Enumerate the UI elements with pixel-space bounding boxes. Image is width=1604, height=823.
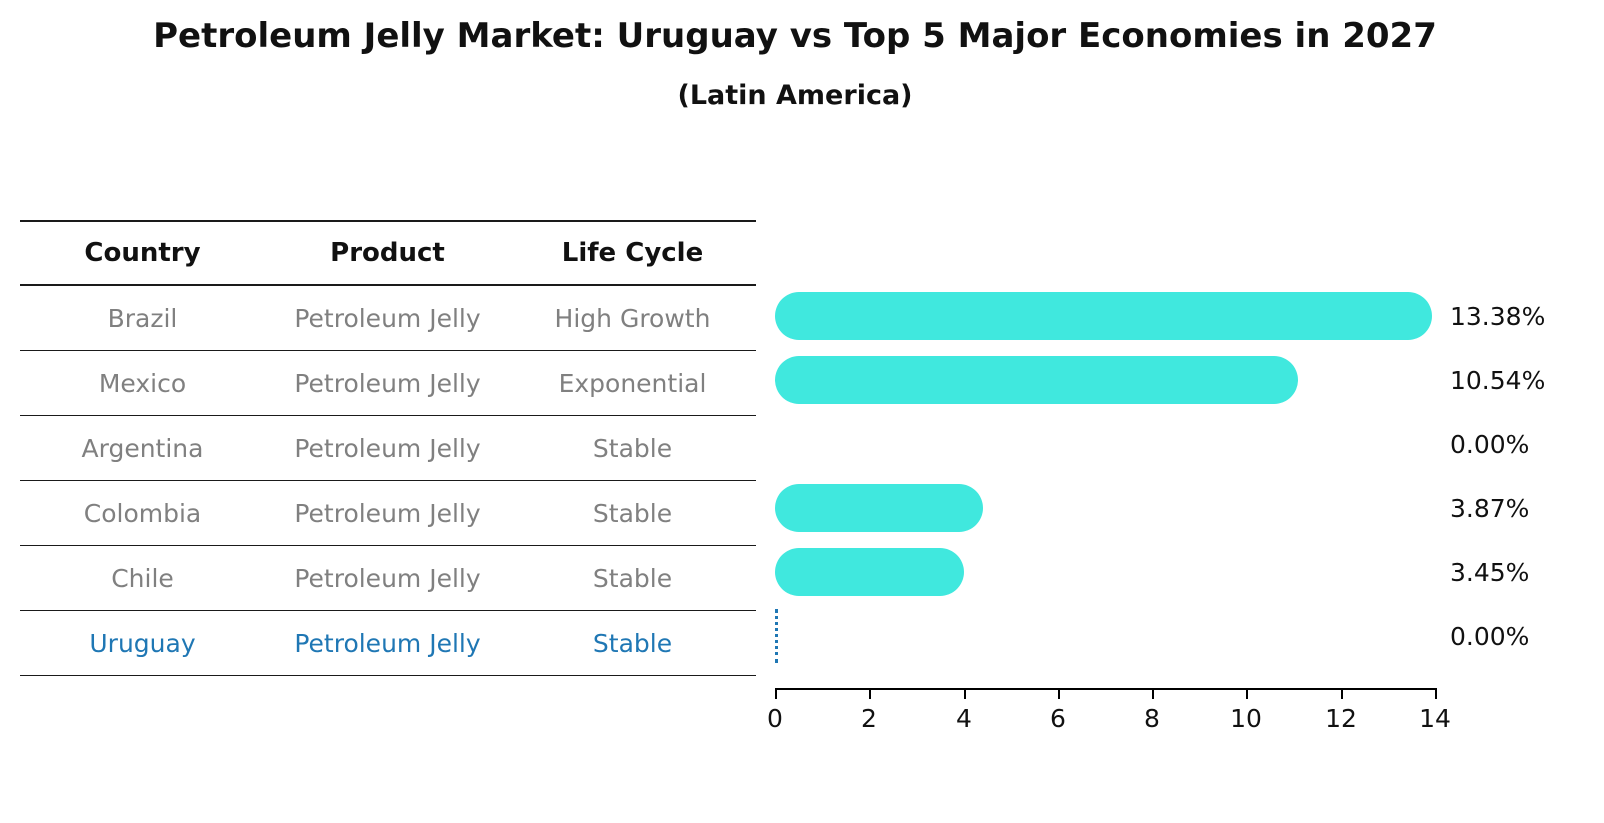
bar-brazil <box>775 292 1432 340</box>
x-axis-tick <box>1341 690 1343 699</box>
x-axis-tick-label: 4 <box>956 704 972 733</box>
cell-country: Chile <box>111 563 174 593</box>
cell-lifecycle: High Growth <box>554 303 711 333</box>
bar-row <box>775 348 1437 412</box>
bar-rows <box>775 284 1437 668</box>
cell-country: Brazil <box>107 303 178 333</box>
value-label-uruguay: 0.00% <box>1450 621 1530 651</box>
bar-row <box>775 476 1437 540</box>
table-row: Uruguay Petroleum Jelly Stable <box>20 611 756 676</box>
x-axis-tick <box>869 690 871 699</box>
highlight-zero-marker <box>775 609 778 663</box>
x-axis-tick <box>1152 690 1154 699</box>
cell-lifecycle: Stable <box>592 628 673 658</box>
x-axis-tick <box>1435 690 1437 699</box>
cell-lifecycle: Stable <box>592 563 673 593</box>
chart-header-spacer <box>775 220 1437 284</box>
bar-row <box>775 284 1437 348</box>
table-header-row: Country Product Life Cycle <box>20 220 756 286</box>
x-axis-tick <box>775 690 777 699</box>
value-label-brazil: 13.38% <box>1450 301 1546 331</box>
table-row: Brazil Petroleum Jelly High Growth <box>20 286 756 351</box>
bar-chart: 0 2 4 6 8 10 12 14 <box>767 220 1451 760</box>
cell-product: Petroleum Jelly <box>294 433 481 463</box>
cell-country: Colombia <box>83 498 202 528</box>
chart-title: Petroleum Jelly Market: Uruguay vs Top 5… <box>153 16 1437 56</box>
chart-subtitle: (Latin America) <box>677 80 913 111</box>
cell-product: Petroleum Jelly <box>294 498 481 528</box>
value-labels: 13.38% 10.54% 0.00% 3.87% 3.45% 0.00% <box>1450 220 1600 668</box>
value-label-mexico: 10.54% <box>1450 365 1546 395</box>
bar-row <box>775 540 1437 604</box>
cell-country: Argentina <box>81 433 204 463</box>
x-axis-tick <box>1058 690 1060 699</box>
table-row: Colombia Petroleum Jelly Stable <box>20 481 756 546</box>
labels-header-spacer <box>1450 220 1600 284</box>
x-axis-tick-label: 8 <box>1144 704 1160 733</box>
value-label-list: 13.38% 10.54% 0.00% 3.87% 3.45% 0.00% <box>1450 284 1600 668</box>
cell-lifecycle: Stable <box>592 498 673 528</box>
x-axis-tick <box>1246 690 1248 699</box>
cell-product: Petroleum Jelly <box>294 303 481 333</box>
value-label-chile: 3.45% <box>1450 557 1530 587</box>
x-axis-tick-label: 2 <box>861 704 877 733</box>
header-country: Country <box>84 238 201 268</box>
cell-lifecycle: Stable <box>592 433 673 463</box>
bar-colombia <box>775 484 983 532</box>
table-row: Chile Petroleum Jelly Stable <box>20 546 756 611</box>
x-axis-tick-label: 0 <box>767 704 783 733</box>
bar-row <box>775 604 1437 668</box>
x-axis-tick-label: 12 <box>1325 704 1357 733</box>
x-axis-line <box>775 688 1437 690</box>
table-row: Argentina Petroleum Jelly Stable <box>20 416 756 481</box>
value-label-argentina: 0.00% <box>1450 429 1530 459</box>
value-label-colombia: 3.87% <box>1450 493 1530 523</box>
bar-row <box>775 412 1437 476</box>
x-axis-tick-label: 14 <box>1419 704 1451 733</box>
table-row: Mexico Petroleum Jelly Exponential <box>20 351 756 416</box>
x-axis-tick-label: 6 <box>1050 704 1066 733</box>
cell-country: Mexico <box>98 368 187 398</box>
header-lifecycle: Life Cycle <box>561 238 704 268</box>
cell-product: Petroleum Jelly <box>294 368 481 398</box>
table-rows: Brazil Petroleum Jelly High Growth Mexico Pe… <box>20 286 756 676</box>
country-table: Country Product Life Cycle Brazil Petrole… <box>20 220 756 676</box>
cell-lifecycle: Exponential <box>558 368 707 398</box>
bar-mexico <box>775 356 1298 404</box>
x-axis-tick-label: 10 <box>1230 704 1262 733</box>
bar-chile <box>775 548 964 596</box>
cell-product: Petroleum Jelly <box>294 563 481 593</box>
cell-product: Petroleum Jelly <box>294 628 481 658</box>
x-axis-tick <box>964 690 966 699</box>
header-product: Product <box>330 238 445 268</box>
cell-country: Uruguay <box>89 628 196 658</box>
